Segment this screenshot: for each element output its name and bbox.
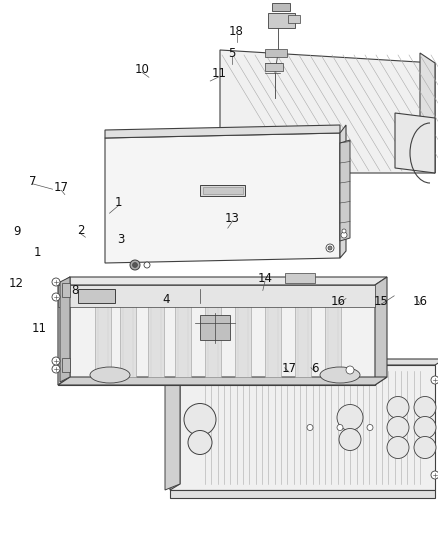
Polygon shape: [148, 290, 164, 377]
Text: 11: 11: [32, 322, 47, 335]
Text: 11: 11: [212, 67, 226, 80]
Text: 14: 14: [258, 272, 272, 285]
Polygon shape: [170, 365, 435, 490]
Polygon shape: [165, 359, 180, 490]
Text: 1: 1: [33, 246, 41, 259]
Text: 15: 15: [374, 295, 389, 308]
Circle shape: [387, 397, 409, 418]
Text: 17: 17: [282, 362, 297, 375]
Polygon shape: [170, 490, 435, 498]
Circle shape: [414, 416, 436, 439]
Polygon shape: [220, 50, 435, 173]
Text: 16: 16: [331, 295, 346, 308]
Bar: [62, 358, 70, 372]
Text: 18: 18: [229, 26, 244, 38]
Text: 12: 12: [9, 277, 24, 290]
Polygon shape: [58, 377, 387, 385]
Circle shape: [431, 471, 438, 479]
Circle shape: [307, 424, 313, 431]
Polygon shape: [170, 359, 180, 490]
Polygon shape: [268, 13, 295, 28]
Polygon shape: [295, 290, 311, 377]
Circle shape: [337, 424, 343, 431]
Circle shape: [341, 232, 347, 238]
Polygon shape: [265, 290, 281, 377]
Text: 8: 8: [71, 284, 78, 297]
Polygon shape: [175, 290, 191, 377]
Polygon shape: [105, 125, 340, 138]
Circle shape: [328, 246, 332, 250]
Ellipse shape: [90, 367, 130, 383]
Circle shape: [339, 429, 361, 450]
Bar: [288, 15, 300, 23]
Polygon shape: [235, 290, 251, 377]
Circle shape: [52, 278, 60, 286]
Circle shape: [387, 437, 409, 458]
Circle shape: [52, 293, 60, 301]
Circle shape: [188, 431, 212, 455]
Circle shape: [130, 260, 140, 270]
Circle shape: [144, 262, 150, 268]
Circle shape: [387, 416, 409, 439]
Polygon shape: [203, 187, 243, 194]
Circle shape: [367, 424, 373, 431]
Circle shape: [52, 365, 60, 373]
Text: 16: 16: [413, 295, 428, 308]
Bar: [265, 49, 287, 57]
Polygon shape: [420, 53, 435, 173]
Circle shape: [337, 405, 363, 431]
Circle shape: [133, 262, 138, 268]
Ellipse shape: [320, 367, 360, 383]
Text: 1: 1: [114, 196, 122, 209]
Bar: [265, 63, 283, 71]
Polygon shape: [200, 315, 230, 340]
Circle shape: [326, 244, 334, 252]
Circle shape: [414, 397, 436, 418]
Polygon shape: [340, 125, 346, 258]
Polygon shape: [340, 140, 350, 241]
Text: 13: 13: [225, 212, 240, 225]
Bar: [62, 283, 70, 297]
Text: 17: 17: [54, 181, 69, 194]
Circle shape: [346, 366, 354, 374]
Text: 9: 9: [13, 225, 21, 238]
Polygon shape: [60, 277, 70, 382]
Circle shape: [414, 437, 436, 458]
Polygon shape: [58, 285, 375, 307]
Polygon shape: [58, 277, 387, 285]
Polygon shape: [58, 285, 375, 385]
Polygon shape: [78, 289, 115, 303]
Bar: [272, 3, 290, 11]
Circle shape: [342, 229, 346, 233]
Text: 4: 4: [162, 293, 170, 306]
Polygon shape: [395, 113, 435, 173]
Bar: [285, 273, 315, 283]
Polygon shape: [95, 290, 111, 377]
Circle shape: [52, 357, 60, 365]
Text: 6: 6: [311, 362, 319, 375]
Text: 3: 3: [117, 233, 124, 246]
Polygon shape: [205, 290, 221, 377]
Polygon shape: [120, 290, 136, 377]
Text: 2: 2: [77, 224, 85, 237]
Circle shape: [184, 403, 216, 435]
Polygon shape: [170, 359, 438, 365]
Polygon shape: [325, 290, 341, 377]
Text: 10: 10: [135, 63, 150, 76]
Polygon shape: [200, 185, 245, 196]
Text: 5: 5: [229, 47, 236, 60]
Polygon shape: [375, 277, 387, 385]
Text: 7: 7: [29, 175, 37, 188]
Polygon shape: [105, 133, 340, 263]
Polygon shape: [58, 277, 70, 385]
Circle shape: [431, 376, 438, 384]
